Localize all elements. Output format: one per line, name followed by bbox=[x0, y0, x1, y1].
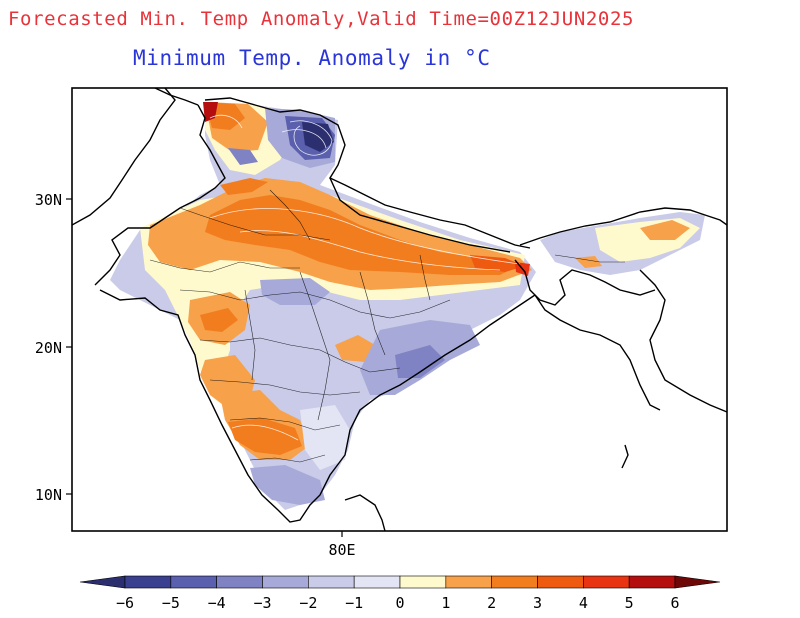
colorbar-swatch bbox=[537, 575, 584, 589]
map-title: Forecasted Min. Temp Anomaly,Valid Time=… bbox=[8, 8, 635, 30]
lat-label-10n: 10N bbox=[35, 486, 62, 504]
border-bangladesh bbox=[514, 259, 656, 306]
contour-line bbox=[209, 114, 243, 129]
colorbar-swatch bbox=[353, 575, 401, 589]
colorbar-swatch bbox=[491, 575, 538, 589]
colorbar-tick-label: −2 bbox=[299, 594, 317, 612]
colorbar-swatch bbox=[170, 575, 217, 589]
lat-label-20n: 20N bbox=[35, 339, 62, 357]
colorbar-tick-label: 4 bbox=[579, 594, 588, 612]
colorbar-swatch bbox=[308, 575, 355, 589]
contour-line bbox=[209, 208, 521, 265]
colorbar-tick-label: −6 bbox=[116, 594, 134, 612]
coastline-india bbox=[99, 289, 536, 523]
anomaly-region-east-cooler bbox=[395, 345, 445, 378]
state-boundary bbox=[299, 271, 331, 421]
state-boundary bbox=[419, 254, 431, 301]
state-boundary bbox=[249, 454, 326, 463]
state-boundary bbox=[244, 289, 256, 381]
contour-line bbox=[281, 129, 327, 149]
border-tibet bbox=[154, 88, 199, 106]
colorbar-swatch bbox=[124, 575, 172, 589]
anomaly-region-ladakh-coldest bbox=[302, 122, 334, 152]
state-boundary bbox=[179, 289, 451, 319]
colorbar-swatch bbox=[216, 575, 263, 589]
state-boundary bbox=[149, 259, 300, 273]
border-nepal bbox=[329, 177, 511, 253]
colorbar-tick-label: 3 bbox=[533, 594, 542, 612]
anomaly-region-north-hotter bbox=[470, 255, 525, 272]
anomaly-region-deccan-hot bbox=[228, 418, 302, 455]
state-boundary bbox=[229, 417, 341, 431]
anomaly-region-kashmir-hottest bbox=[203, 102, 218, 122]
colorbar-tick-label: 6 bbox=[670, 594, 679, 612]
colorbar-tick-label: 2 bbox=[487, 594, 496, 612]
map-frame bbox=[71, 87, 728, 532]
anomaly-region-mp-warm bbox=[335, 335, 375, 362]
colorbar-tick-label: −3 bbox=[253, 594, 271, 612]
colorbar-tick-label: −4 bbox=[208, 594, 226, 612]
contour-line bbox=[289, 120, 333, 156]
border-myanmar bbox=[639, 269, 727, 413]
colorbar-arrow-low bbox=[79, 575, 126, 589]
coastline-myanmar bbox=[534, 294, 661, 411]
colorbar-swatch bbox=[583, 575, 630, 589]
axis-labels: 30N 20N 10N 80E bbox=[35, 191, 356, 559]
map-subtitle: Minimum Temp. Anomaly in °C bbox=[133, 46, 491, 70]
lon-label-80e: 80E bbox=[328, 541, 355, 559]
anomaly-region-gujarat-hot bbox=[200, 308, 238, 332]
colorbar-tick-label: 5 bbox=[625, 594, 634, 612]
colorbar-tick-label: 1 bbox=[441, 594, 450, 612]
border-pakistan bbox=[94, 104, 226, 286]
state-boundaries bbox=[149, 189, 625, 463]
colorbar-tick-label: −1 bbox=[345, 594, 363, 612]
country-borders bbox=[72, 88, 727, 531]
state-boundary bbox=[199, 337, 401, 373]
colorbar-tick-label: 0 bbox=[395, 594, 404, 612]
colorbar-arrow-high bbox=[674, 575, 721, 589]
state-boundary bbox=[359, 271, 386, 356]
colorbar: −6 −5 −4 −3 −2 −1 0 1 2 3 4 5 6 bbox=[79, 575, 721, 612]
anomaly-field bbox=[110, 102, 705, 510]
anomaly-region-ne-hot bbox=[640, 220, 690, 240]
anomaly-region-south-cool bbox=[250, 465, 325, 505]
coastline-island bbox=[621, 444, 629, 469]
axis-ticks bbox=[66, 198, 343, 537]
anomaly-region-south-near-zero bbox=[300, 405, 350, 470]
state-boundary bbox=[179, 207, 331, 241]
colorbar-swatch bbox=[445, 575, 492, 589]
colorbar-swatch bbox=[399, 575, 447, 589]
anomaly-region-north-warm2 bbox=[220, 178, 268, 195]
state-boundary bbox=[209, 379, 361, 396]
coastline-srilanka bbox=[344, 494, 386, 531]
state-boundary bbox=[554, 254, 625, 263]
lat-label-30n: 30N bbox=[35, 191, 62, 209]
anomaly-region-central-cool bbox=[260, 278, 330, 305]
anomaly-region-himachal-cold bbox=[228, 148, 258, 165]
contour-line bbox=[239, 230, 501, 271]
colorbar-tick-label: −5 bbox=[162, 594, 180, 612]
colorbar-swatch bbox=[628, 575, 676, 589]
state-boundary bbox=[269, 189, 311, 241]
anomaly-contours bbox=[209, 114, 521, 441]
border-bhutan-ne bbox=[519, 207, 727, 246]
contour-line bbox=[231, 424, 299, 441]
colorbar-swatch bbox=[262, 575, 309, 589]
border-afghanistan bbox=[72, 88, 176, 226]
anomaly-region-north-hot bbox=[205, 195, 520, 275]
